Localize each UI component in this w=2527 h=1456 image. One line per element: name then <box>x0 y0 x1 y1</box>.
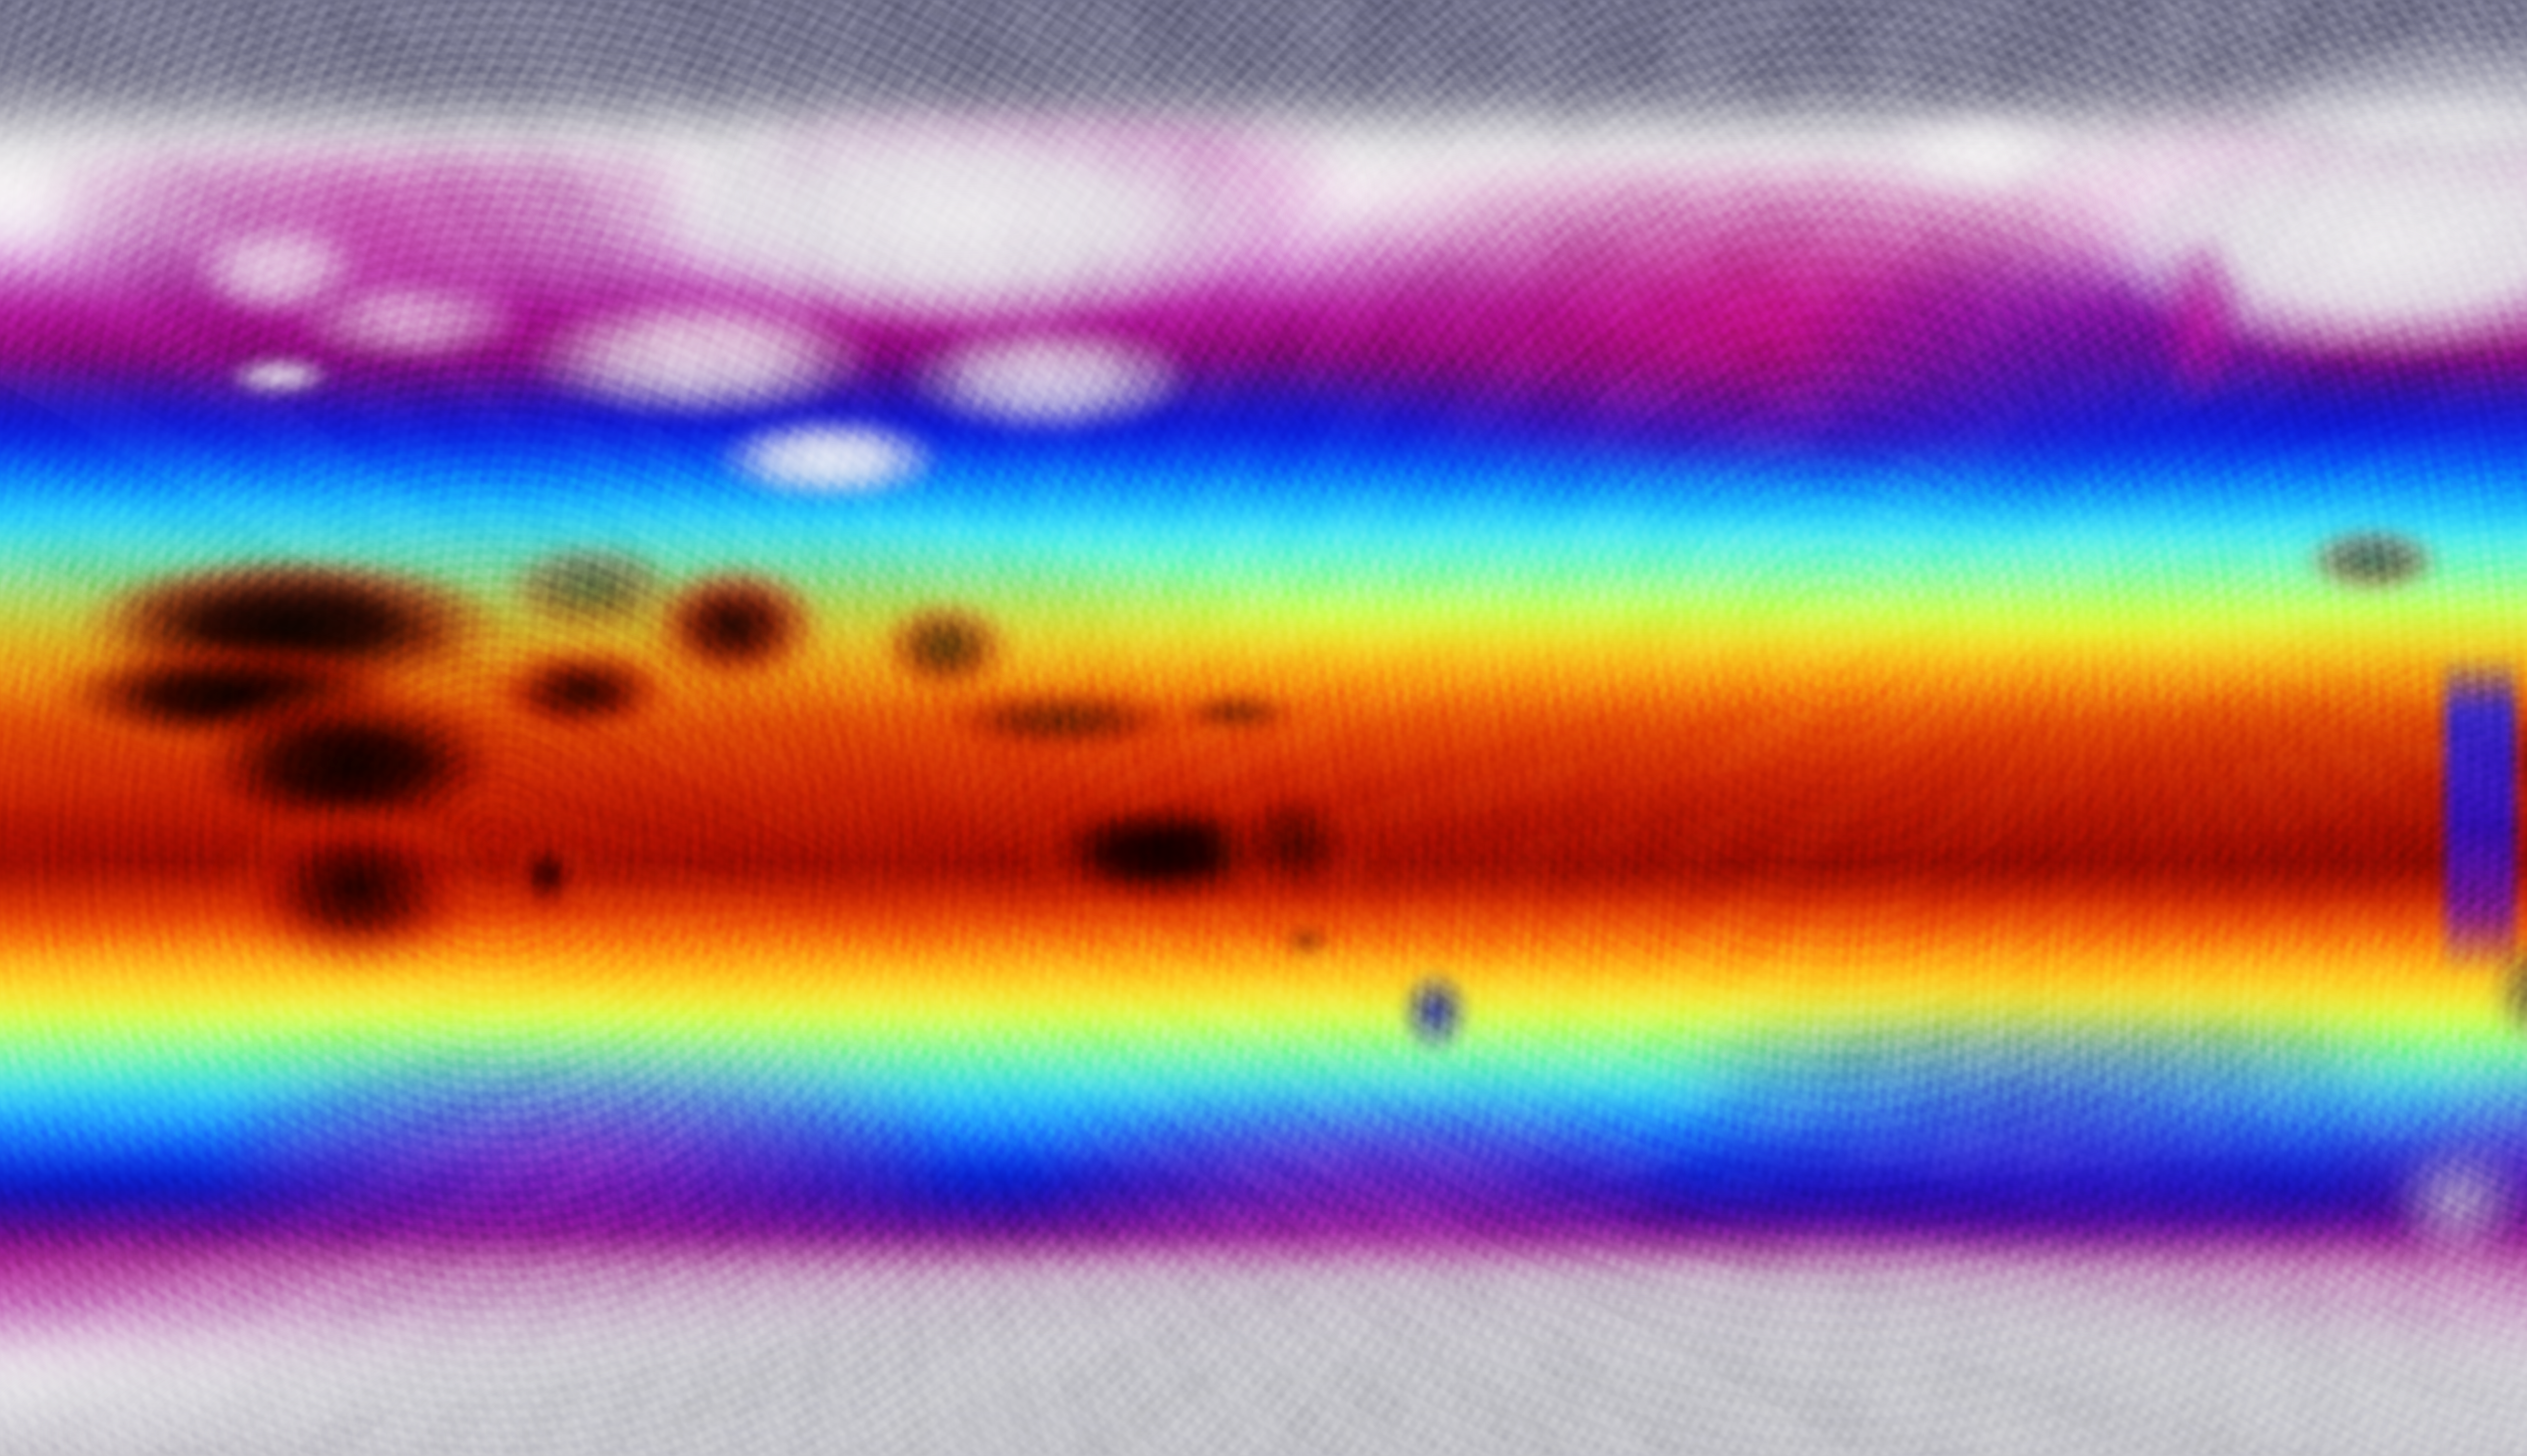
landmass-madagascar <box>509 830 585 918</box>
landmass-rocky-mountains <box>2154 232 2248 408</box>
landmass-central-america <box>2300 524 2446 597</box>
landmass-patagonia <box>2489 931 2527 1049</box>
landmass-antarctica <box>0 1252 2527 1456</box>
landmass-antarctic-peninsula <box>2387 1136 2527 1267</box>
landmass-india <box>640 560 830 692</box>
landmass-gran-chaco <box>2518 844 2527 947</box>
arctic-sea-ice-cap <box>0 0 2527 102</box>
landmass-eastern-europe <box>291 276 524 364</box>
landmass-tasmania <box>1281 924 1334 957</box>
landmass-indonesia <box>917 684 1208 758</box>
landmass-new-guinea <box>1164 691 1310 735</box>
landmass-central-asia <box>524 291 873 422</box>
landmass-southern-africa <box>218 801 495 976</box>
landmass-mongolia-china-north <box>902 320 1194 437</box>
southern-front-lobe-pacific <box>1688 1019 2388 1267</box>
landmass-alaska <box>1863 102 2096 204</box>
landmass-australia-east <box>1208 771 1383 918</box>
landmass-new-zealand <box>1397 968 1473 1056</box>
landmass-indochina <box>873 597 1019 699</box>
landmass-andes <box>2445 655 2515 976</box>
